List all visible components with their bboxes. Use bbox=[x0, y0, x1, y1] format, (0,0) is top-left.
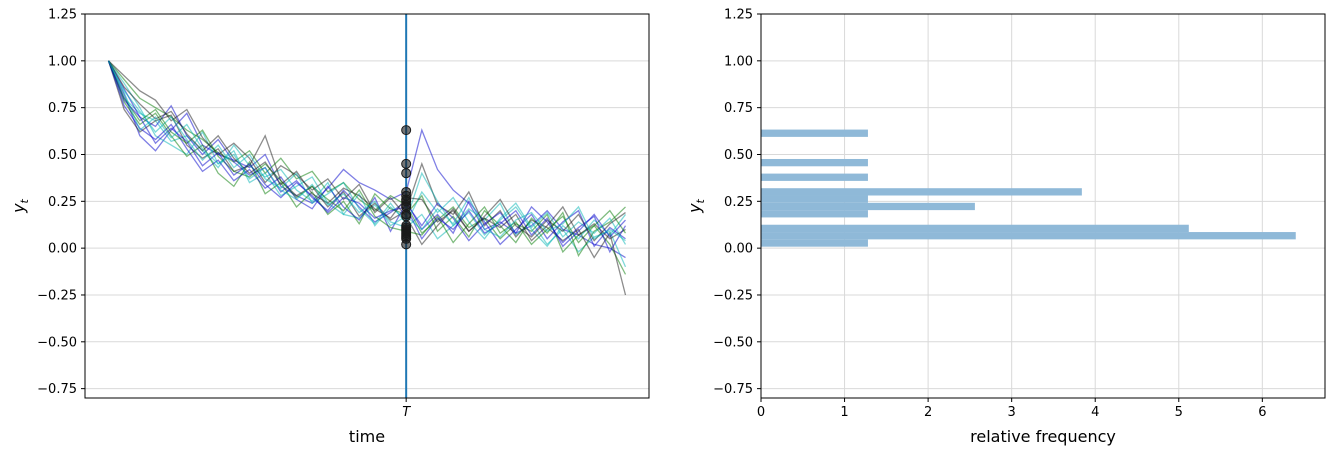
left-x-ticks: T bbox=[402, 398, 411, 420]
histogram-bar bbox=[761, 188, 1082, 196]
right-x-tick-label: 5 bbox=[1175, 405, 1183, 420]
histogram-bar bbox=[761, 210, 868, 218]
right-x-tick-label: 6 bbox=[1258, 405, 1266, 420]
right-y-tick-label: −0.75 bbox=[713, 382, 753, 397]
right-y-tick-label: 0.75 bbox=[724, 101, 753, 116]
histogram-bar bbox=[761, 224, 1189, 233]
marker-at-T bbox=[401, 211, 412, 222]
right-y-ticks: −0.75 −0.50 −0.25 0.00 0.25 0.50 0.75 1.00 1.25 bbox=[713, 8, 761, 397]
sample-path-line bbox=[107, 60, 626, 259]
marker-at-T bbox=[401, 125, 412, 136]
left-x-axis-label: time bbox=[349, 427, 385, 446]
right-y-tick-label: −0.50 bbox=[713, 335, 753, 350]
right-y-tick-label: 0.00 bbox=[724, 242, 753, 257]
right-axes-frame bbox=[760, 13, 1326, 399]
right-x-axis-label: relative frequency bbox=[970, 427, 1116, 446]
right-y-axis-label: yt bbox=[685, 198, 707, 213]
sample-path-line bbox=[107, 60, 626, 248]
sample-path-line bbox=[107, 60, 627, 254]
sample-path-line bbox=[108, 60, 626, 246]
histogram-bar bbox=[761, 239, 868, 247]
right-y-tick-label: 1.25 bbox=[724, 8, 753, 23]
left-y-label-main: y bbox=[9, 203, 28, 214]
left-chart: −0.75−0.50−0.250.000.250.500.751.001.25 … bbox=[9, 8, 650, 446]
x-tick-label-T: T bbox=[402, 405, 411, 420]
histogram-bar bbox=[761, 158, 868, 167]
right-y-label-main: y bbox=[685, 203, 704, 214]
right-x-tick-label: 2 bbox=[924, 405, 932, 420]
left-y-tick-label: 1.25 bbox=[48, 8, 77, 23]
left-axes-frame bbox=[84, 13, 650, 399]
right-y-tick-label: 1.00 bbox=[724, 54, 753, 69]
sample-path-line bbox=[107, 60, 626, 242]
left-y-tick-label: −0.75 bbox=[37, 382, 77, 397]
right-chart: −0.75−0.50−0.250.000.250.500.751.001.25 … bbox=[685, 8, 1326, 446]
histogram-bar bbox=[761, 202, 975, 211]
sample-path-line bbox=[107, 60, 626, 258]
histogram-bar bbox=[761, 232, 1296, 240]
left-y-label-subscript: t bbox=[18, 198, 31, 203]
sample-path-line bbox=[107, 60, 626, 242]
right-y-tick-label: −0.25 bbox=[713, 288, 753, 303]
right-x-tick-label: 4 bbox=[1091, 405, 1099, 420]
left-series-group bbox=[107, 60, 627, 296]
sample-path-line bbox=[107, 60, 627, 268]
right-x-tick-label: 0 bbox=[757, 405, 765, 420]
right-y-label-subscript: t bbox=[694, 198, 707, 203]
right-y-tick-label: 0.50 bbox=[724, 148, 753, 163]
histogram-bar bbox=[761, 129, 868, 137]
left-y-tick-label: 0.75 bbox=[48, 101, 77, 116]
histogram-bar bbox=[761, 173, 868, 181]
left-y-tick-label: −0.50 bbox=[37, 335, 77, 350]
right-y-tick-label: 0.25 bbox=[724, 195, 753, 210]
sample-path-line bbox=[108, 60, 627, 275]
right-x-tick-label: 3 bbox=[1008, 405, 1016, 420]
right-bar-group bbox=[761, 129, 1296, 247]
left-gridlines bbox=[85, 13, 649, 390]
left-marker-group bbox=[401, 125, 412, 250]
left-y-tick-label: −0.25 bbox=[37, 288, 77, 303]
right-x-ticks: 0 1 2 3 4 5 6 bbox=[757, 398, 1266, 420]
sample-path-line bbox=[107, 60, 627, 245]
left-y-axis-label: yt bbox=[9, 198, 31, 213]
left-y-tick-label: 0.25 bbox=[48, 195, 77, 210]
left-y-tick-label: 1.00 bbox=[48, 54, 77, 69]
marker-at-T bbox=[401, 158, 412, 169]
histogram-bar bbox=[761, 195, 868, 203]
sample-path-line bbox=[107, 60, 627, 296]
marker-at-T bbox=[401, 239, 412, 250]
marker-at-T bbox=[401, 168, 412, 179]
right-x-tick-label: 1 bbox=[840, 405, 848, 420]
left-y-tick-label: 0.00 bbox=[48, 242, 77, 257]
left-y-tick-label: 0.50 bbox=[48, 148, 77, 163]
left-y-ticks: −0.75 −0.50 −0.25 0.00 0.25 0.50 0.75 1.00 1.25 bbox=[37, 8, 85, 397]
